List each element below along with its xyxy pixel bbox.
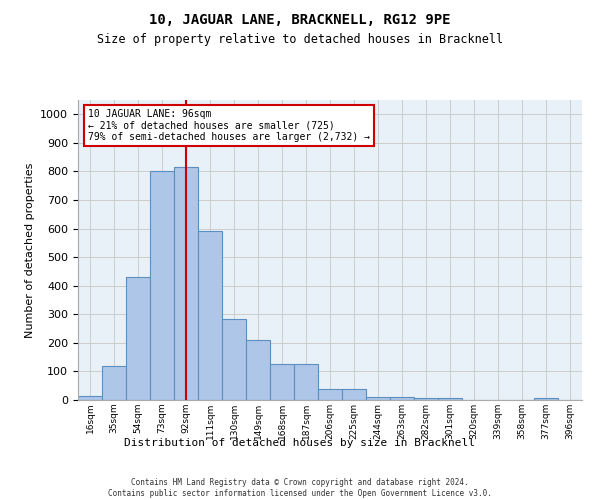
- Bar: [534, 398, 558, 400]
- Text: 10, JAGUAR LANE, BRACKNELL, RG12 9PE: 10, JAGUAR LANE, BRACKNELL, RG12 9PE: [149, 12, 451, 26]
- Bar: [198, 232, 222, 400]
- Bar: [174, 167, 198, 400]
- Bar: [270, 364, 294, 400]
- Bar: [438, 398, 462, 400]
- Bar: [78, 396, 102, 400]
- Text: Distribution of detached houses by size in Bracknell: Distribution of detached houses by size …: [125, 438, 476, 448]
- Bar: [246, 340, 270, 400]
- Bar: [126, 277, 150, 400]
- Text: Size of property relative to detached houses in Bracknell: Size of property relative to detached ho…: [97, 32, 503, 46]
- Bar: [366, 396, 390, 400]
- Text: Contains HM Land Registry data © Crown copyright and database right 2024.
Contai: Contains HM Land Registry data © Crown c…: [108, 478, 492, 498]
- Bar: [318, 388, 342, 400]
- Bar: [102, 366, 126, 400]
- Text: 10 JAGUAR LANE: 96sqm
← 21% of detached houses are smaller (725)
79% of semi-det: 10 JAGUAR LANE: 96sqm ← 21% of detached …: [88, 109, 370, 142]
- Bar: [342, 388, 366, 400]
- Bar: [294, 364, 318, 400]
- Bar: [222, 318, 246, 400]
- Bar: [390, 397, 414, 400]
- Y-axis label: Number of detached properties: Number of detached properties: [25, 162, 35, 338]
- Bar: [414, 398, 438, 400]
- Bar: [150, 172, 174, 400]
